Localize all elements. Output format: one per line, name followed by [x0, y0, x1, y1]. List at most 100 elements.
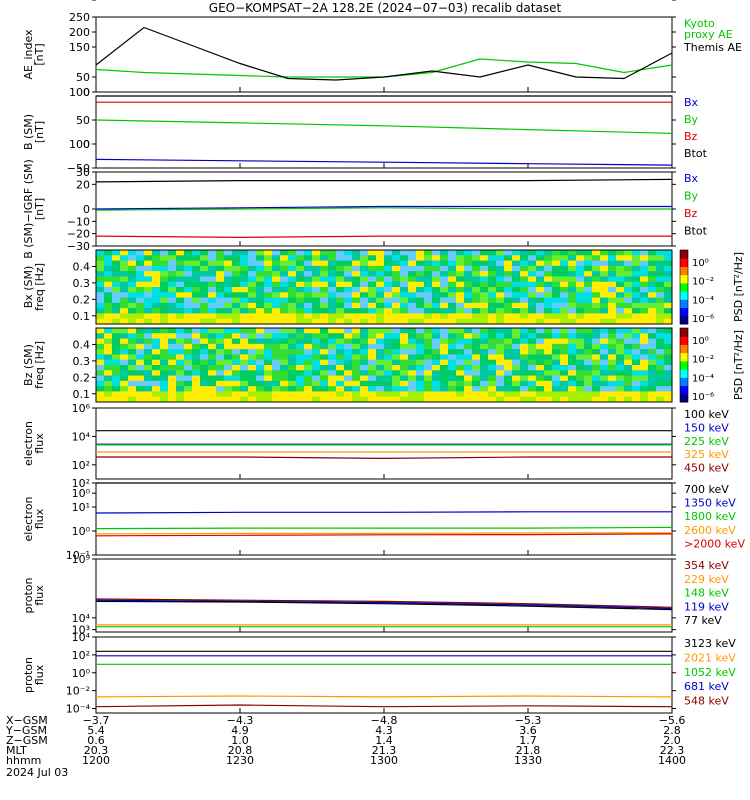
- spectrogram-cell: [296, 292, 305, 299]
- spectrogram-cell: [216, 255, 225, 262]
- spectrogram-cell: [464, 281, 473, 288]
- spectrogram-cell: [256, 328, 265, 334]
- spectrogram-cell: [560, 318, 569, 325]
- spectrogram-cell: [352, 250, 361, 256]
- spectrogram-cell: [344, 297, 353, 304]
- spectrogram-cell: [424, 380, 433, 387]
- spectrogram-cell: [152, 343, 161, 350]
- spectrogram-cell: [568, 271, 577, 277]
- spectrogram-cell: [408, 255, 417, 262]
- spectrogram-cell: [432, 349, 441, 355]
- spectrogram-cell: [664, 281, 673, 288]
- spectrogram-cell: [544, 276, 553, 283]
- y-tick-label: 0.4: [73, 260, 91, 273]
- spectrogram-cell: [488, 313, 497, 320]
- spectrogram-cell: [328, 287, 337, 293]
- spectrogram-cell: [536, 297, 545, 304]
- spectrogram-cell: [240, 396, 249, 403]
- spectrogram-cell: [600, 255, 609, 262]
- spectrogram-cell: [576, 354, 585, 361]
- spectrogram-cell: [536, 386, 545, 392]
- spectrogram-cell: [376, 260, 385, 267]
- spectrogram-cell: [512, 380, 521, 387]
- spectrogram-cell: [656, 265, 665, 272]
- spectrogram-cell: [400, 250, 409, 256]
- spectrogram-cell: [520, 281, 529, 288]
- spectrogram-cell: [440, 343, 449, 350]
- spectrogram-cell: [176, 297, 185, 304]
- spectrogram-cell: [424, 271, 433, 277]
- spectrogram-cell: [320, 349, 329, 355]
- y-tick-label: −10: [67, 215, 90, 228]
- spectrogram-cell: [576, 370, 585, 377]
- spectrogram-cell: [152, 250, 161, 256]
- spectrogram-cell: [112, 302, 121, 309]
- spectrogram-cell: [520, 349, 529, 355]
- spectrogram-cell: [552, 250, 561, 256]
- spectrogram-cell: [544, 297, 553, 304]
- spectrogram-cell: [256, 308, 265, 314]
- spectrogram-cell: [464, 359, 473, 366]
- spectrogram-cell: [384, 354, 393, 361]
- spectrogram-cell: [208, 287, 217, 293]
- spectrogram-cell: [328, 359, 337, 366]
- spectrogram-cell: [368, 328, 377, 334]
- spectrogram-cell: [152, 308, 161, 314]
- spectrogram-cell: [216, 250, 225, 256]
- spectrogram-cell: [632, 354, 641, 361]
- spectrogram-cell: [448, 338, 457, 345]
- spectrogram-cell: [656, 333, 665, 340]
- spectrogram-cell: [320, 260, 329, 267]
- spectrogram-cell: [296, 271, 305, 277]
- spectrogram-cell: [240, 333, 249, 340]
- spectrogram-cell: [336, 260, 345, 267]
- spectrogram-cell: [328, 375, 337, 382]
- spectrogram-cell: [456, 318, 465, 325]
- spectrogram-cell: [424, 354, 433, 361]
- colorbar-segment: [680, 315, 688, 325]
- spectrogram-cell: [264, 391, 273, 398]
- spectrogram-cell: [96, 349, 105, 355]
- spectrogram-cell: [520, 391, 529, 398]
- spectrogram-cell: [104, 318, 113, 325]
- spectrogram-cell: [416, 359, 425, 366]
- spectrogram-cell: [376, 328, 385, 334]
- spectrogram-cell: [96, 313, 105, 320]
- y-tick-label: 10⁰: [72, 525, 91, 538]
- y-tick-label: 10¹: [72, 501, 90, 514]
- spectrogram-cell: [640, 265, 649, 272]
- spectrogram-cell: [376, 308, 385, 314]
- orbit-cell: −4.3: [226, 714, 254, 727]
- spectrogram-cell: [648, 328, 657, 334]
- spectrogram-cell: [656, 276, 665, 283]
- spectrogram-cell: [288, 359, 297, 366]
- spectrogram-cell: [624, 292, 633, 299]
- spectrogram-cell: [496, 365, 505, 371]
- spectrogram-cell: [216, 359, 225, 366]
- spectrogram-cell: [160, 333, 169, 340]
- y-tick-label: 10⁰: [72, 667, 91, 680]
- spectrogram-cell: [328, 333, 337, 340]
- spectrogram-cell: [584, 265, 593, 272]
- spectrogram-cell: [464, 380, 473, 387]
- legend-entry: 1350 keV: [684, 497, 736, 510]
- spectrogram-cell: [384, 391, 393, 398]
- spectrogram-cell: [600, 396, 609, 403]
- spectrogram-cell: [136, 255, 145, 262]
- spectrogram-cell: [576, 338, 585, 345]
- spectrogram-cell: [144, 308, 153, 314]
- legend-entry: Btot: [684, 225, 708, 238]
- spectrogram-cell: [152, 260, 161, 267]
- spectrogram-cell: [664, 297, 673, 304]
- spectrogram-cell: [328, 338, 337, 345]
- spectrogram-cell: [392, 386, 401, 392]
- spectrogram-cell: [664, 255, 673, 262]
- spectrogram-cell: [336, 302, 345, 309]
- spectrogram-cell: [112, 313, 121, 320]
- spectrogram-cell: [408, 302, 417, 309]
- spectrogram-cell: [576, 281, 585, 288]
- spectrogram-cell: [520, 287, 529, 293]
- spectrogram-cell: [248, 338, 257, 345]
- spectrogram-cell: [256, 365, 265, 371]
- spectrogram-cell: [312, 281, 321, 288]
